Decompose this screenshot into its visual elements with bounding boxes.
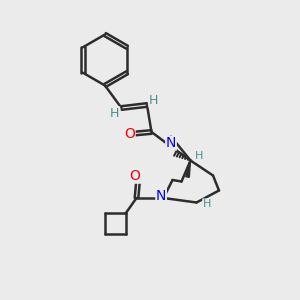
Text: O: O [124,127,135,140]
Text: N: N [156,189,166,202]
Text: N: N [166,136,176,150]
Text: H: H [195,151,203,161]
Text: H: H [149,94,158,107]
Text: H: H [203,199,211,209]
Text: O: O [130,169,140,183]
Polygon shape [186,160,190,177]
Text: H: H [110,107,120,120]
